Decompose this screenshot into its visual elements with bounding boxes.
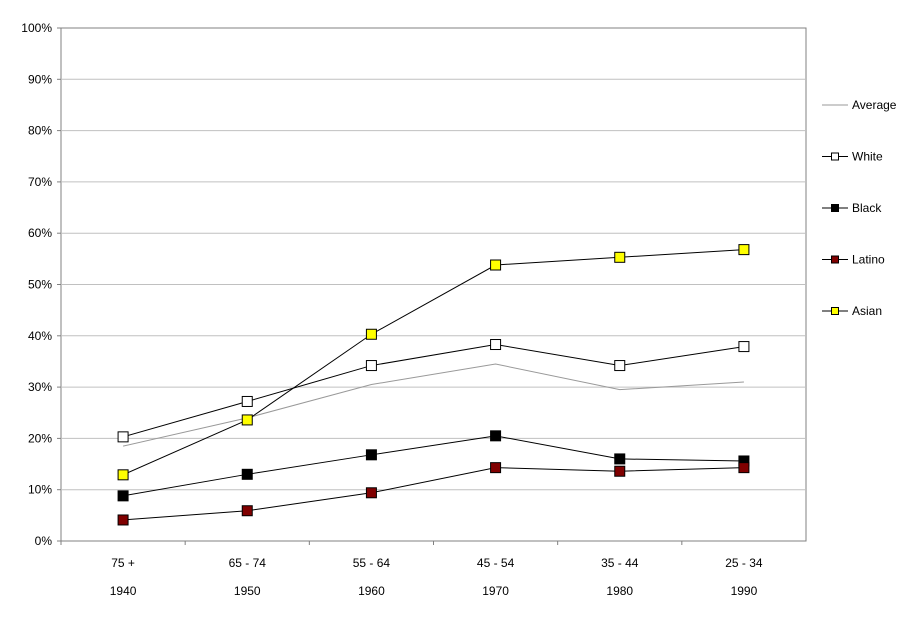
x-tick-label: 75 + (111, 556, 135, 570)
legend-marker (831, 307, 839, 315)
data-point (117, 469, 129, 481)
data-point (365, 360, 377, 372)
x-tick-label: 55 - 64 (353, 556, 391, 570)
legend-label: Average (852, 98, 897, 112)
data-point (614, 453, 626, 465)
data-point (241, 468, 253, 480)
x-tick-label: 25 - 34 (725, 556, 763, 570)
y-tick-label: 100% (21, 21, 52, 35)
series-line (122, 249, 744, 476)
series-line (122, 435, 744, 497)
x-tick-label-year: 1960 (358, 584, 385, 598)
legend-item-latino: Latino (822, 253, 885, 267)
x-tick-label-year: 1940 (110, 584, 137, 598)
legend-item-asian: Asian (822, 304, 882, 318)
y-axis-ticks: 0% 10% 20% 30% 40% 50% 60% 70% 80% 90% 100% (21, 21, 61, 548)
data-point (490, 259, 502, 271)
y-tick-label: 10% (28, 483, 52, 497)
data-point (738, 462, 750, 474)
x-tick-label: 65 - 74 (229, 556, 267, 570)
x-tick-label: 35 - 44 (601, 556, 639, 570)
legend-label: Asian (852, 304, 882, 318)
data-point (490, 462, 502, 474)
data-point (241, 414, 253, 426)
legend-item-black: Black (822, 201, 882, 215)
x-tick-label-year: 1970 (482, 584, 509, 598)
series-line (122, 344, 744, 438)
series-lines (117, 244, 750, 526)
y-tick-label: 90% (28, 72, 52, 86)
data-point (117, 490, 129, 502)
data-point (365, 487, 377, 499)
data-point (490, 430, 502, 442)
legend-marker (831, 152, 839, 161)
data-point (614, 465, 626, 477)
legend-item-white: White (822, 150, 883, 164)
series-black (117, 430, 750, 502)
legend-label: White (852, 150, 883, 164)
data-point (365, 449, 377, 461)
y-tick-label: 80% (28, 124, 52, 138)
data-point (614, 360, 626, 372)
data-point (117, 431, 129, 443)
y-tick-label: 60% (28, 226, 52, 240)
y-tick-label: 70% (28, 175, 52, 189)
y-tick-label: 50% (28, 278, 52, 292)
legend-marker (831, 204, 839, 212)
x-tick-label-year: 1990 (731, 584, 758, 598)
data-point (490, 339, 502, 351)
data-point (738, 341, 750, 353)
y-tick-label: 40% (28, 329, 52, 343)
x-tick-label-year: 1950 (234, 584, 261, 598)
series-latino (117, 462, 750, 526)
series-asian (117, 244, 750, 481)
data-point (614, 251, 626, 263)
data-point (365, 328, 377, 340)
legend-label: Latino (852, 253, 885, 267)
data-point (117, 514, 129, 526)
y-tick-label: 30% (28, 380, 52, 394)
y-tick-label: 0% (35, 534, 53, 548)
series-white (117, 339, 750, 443)
x-tick-label: 45 - 54 (477, 556, 515, 570)
x-axis-ticks: 75 + 1940 65 - 74 1950 55 - 64 1960 45 - 54 197… (60, 541, 763, 598)
y-tick-label: 20% (28, 431, 52, 445)
series-line (123, 467, 744, 521)
legend-marker (831, 255, 839, 264)
legend-label: Black (852, 201, 882, 215)
data-point (241, 505, 253, 517)
x-tick-label-year: 1980 (606, 584, 633, 598)
legend-item-average: Average (822, 98, 897, 112)
gridlines (61, 78, 806, 491)
data-point (241, 395, 253, 407)
series-line (122, 363, 744, 447)
series-average (122, 363, 744, 447)
data-point (738, 244, 750, 256)
legend: Average White Black Latino Asian (822, 98, 897, 318)
